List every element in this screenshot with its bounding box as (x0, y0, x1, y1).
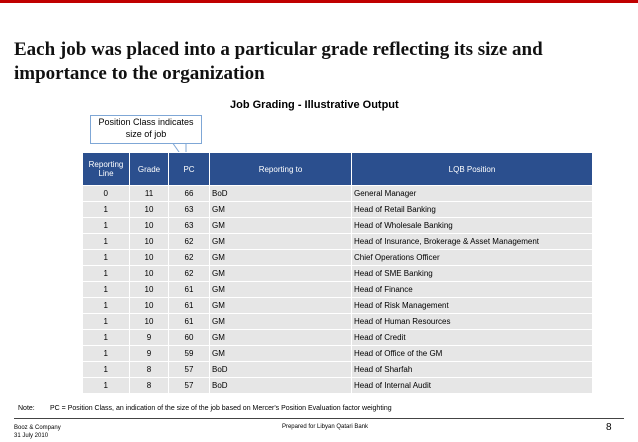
table-cell: 11 (129, 185, 169, 202)
note-text: PC = Position Class, an indication of th… (50, 405, 392, 412)
table-cell: GM (209, 217, 352, 234)
table-cell: 1 (82, 249, 130, 266)
table-cell: 66 (168, 185, 210, 202)
table-cell: 61 (168, 281, 210, 298)
company: Booz & Company (14, 425, 61, 431)
table-cell: 57 (168, 377, 210, 394)
table-cell: 1 (82, 377, 130, 394)
column-header: LQB Position (351, 152, 593, 186)
table-cell: 1 (82, 281, 130, 298)
table-cell: Head of Internal Audit (351, 377, 593, 394)
header-row: Reporting Line Grade PC Reporting to LQB Pos… (82, 152, 593, 186)
table-cell: GM (209, 345, 352, 362)
table-cell: 10 (129, 233, 169, 250)
top-rule (0, 0, 638, 3)
table-row: 1 10 61 GM Head of Human Resources (82, 313, 593, 330)
table-cell: BoD (209, 361, 352, 378)
table-row: 1 10 62 GM Head of Insurance, Brokerage & As… (82, 233, 593, 250)
table-row: 1 10 62 GM Chief Operations Officer (82, 249, 593, 266)
table-row: 1 9 60 GM Head of Credit (82, 329, 593, 346)
table-cell: 1 (82, 265, 130, 282)
table-cell: 0 (82, 185, 130, 202)
table-cell: 1 (82, 361, 130, 378)
table-row: 0 11 66 BoD General Manager (82, 185, 593, 202)
table-row: 1 10 61 GM Head of Finance (82, 281, 593, 298)
table-cell: Chief Operations Officer (351, 249, 593, 266)
table-cell: Head of Retail Banking (351, 201, 593, 218)
table-row: 1 10 63 GM Head of Retail Banking (82, 201, 593, 218)
table-cell: 63 (168, 217, 210, 234)
table-cell: 1 (82, 201, 130, 218)
table-cell: 10 (129, 313, 169, 330)
table-cell: 1 (82, 313, 130, 330)
table-cell: GM (209, 313, 352, 330)
column-header: Grade (129, 152, 169, 186)
table-cell: 1 (82, 329, 130, 346)
note-label: Note: (18, 405, 35, 412)
table-cell: Head of Credit (351, 329, 593, 346)
table-cell: Head of Human Resources (351, 313, 593, 330)
table-cell: 9 (129, 329, 169, 346)
table-row: 1 10 62 GM Head of SME Banking (82, 265, 593, 282)
footer-left: Booz & Company 31 July 2010 (14, 424, 61, 440)
table-title: Job Grading - Illustrative Output (230, 99, 399, 111)
slide-title: Each job was placed into a particular gr… (14, 39, 543, 84)
page-number: 8 (606, 422, 612, 433)
table-cell: 10 (129, 265, 169, 282)
table-cell: 1 (82, 345, 130, 362)
table-cell: 60 (168, 329, 210, 346)
date: 31 July 2010 (14, 433, 49, 439)
table-cell: GM (209, 249, 352, 266)
table-cell: GM (209, 281, 352, 298)
table-cell: 61 (168, 297, 210, 314)
column-header: PC (168, 152, 210, 186)
table-cell: 1 (82, 217, 130, 234)
table-cell: GM (209, 233, 352, 250)
table-cell: BoD (209, 377, 352, 394)
table-cell: 57 (168, 361, 210, 378)
table-row: 1 8 57 BoD Head of Internal Audit (82, 377, 593, 394)
table-cell: 1 (82, 233, 130, 250)
table-cell: 9 (129, 345, 169, 362)
table-row: 1 10 63 GM Head of Wholesale Banking (82, 217, 593, 234)
grading-table: Reporting Line Grade PC Reporting to LQB Pos… (82, 152, 593, 394)
table-cell: 10 (129, 297, 169, 314)
table-cell: 10 (129, 201, 169, 218)
table-cell: GM (209, 329, 352, 346)
table-cell: Head of Office of the GM (351, 345, 593, 362)
table-cell: GM (209, 201, 352, 218)
table-cell: 8 (129, 361, 169, 378)
table-row: 1 8 57 BoD Head of Sharfah (82, 361, 593, 378)
table-row: 1 10 61 GM Head of Risk Management (82, 297, 593, 314)
table-cell: Head of SME Banking (351, 265, 593, 282)
table-cell: BoD (209, 185, 352, 202)
table-cell: 1 (82, 297, 130, 314)
table-cell: Head of Wholesale Banking (351, 217, 593, 234)
table-cell: Head of Sharfah (351, 361, 593, 378)
callout: Position Class indicates size of job (90, 115, 202, 144)
table-cell: 62 (168, 265, 210, 282)
table-cell: 10 (129, 249, 169, 266)
column-header: Reporting to (209, 152, 352, 186)
table-cell: GM (209, 297, 352, 314)
table-cell: General Manager (351, 185, 593, 202)
table-cell: Head of Risk Management (351, 297, 593, 314)
table-cell: Head of Finance (351, 281, 593, 298)
table-cell: 10 (129, 281, 169, 298)
table-cell: 10 (129, 217, 169, 234)
table-cell: 59 (168, 345, 210, 362)
column-header: Reporting Line (82, 152, 130, 186)
table-row: 1 9 59 GM Head of Office of the GM (82, 345, 593, 362)
table-cell: 61 (168, 313, 210, 330)
table-cell: 62 (168, 249, 210, 266)
table-cell: 8 (129, 377, 169, 394)
table-cell: 63 (168, 201, 210, 218)
table-body: 0 11 66 BoD General Manager 1 10 63 GM Head of Re… (82, 185, 593, 394)
table-cell: Head of Insurance, Brokerage & Asset Man… (351, 233, 593, 250)
table-cell: GM (209, 265, 352, 282)
footer-center: Prepared for Libyan Qatari Bank (281, 424, 369, 430)
table-cell: 62 (168, 233, 210, 250)
footer-rule (14, 418, 624, 419)
